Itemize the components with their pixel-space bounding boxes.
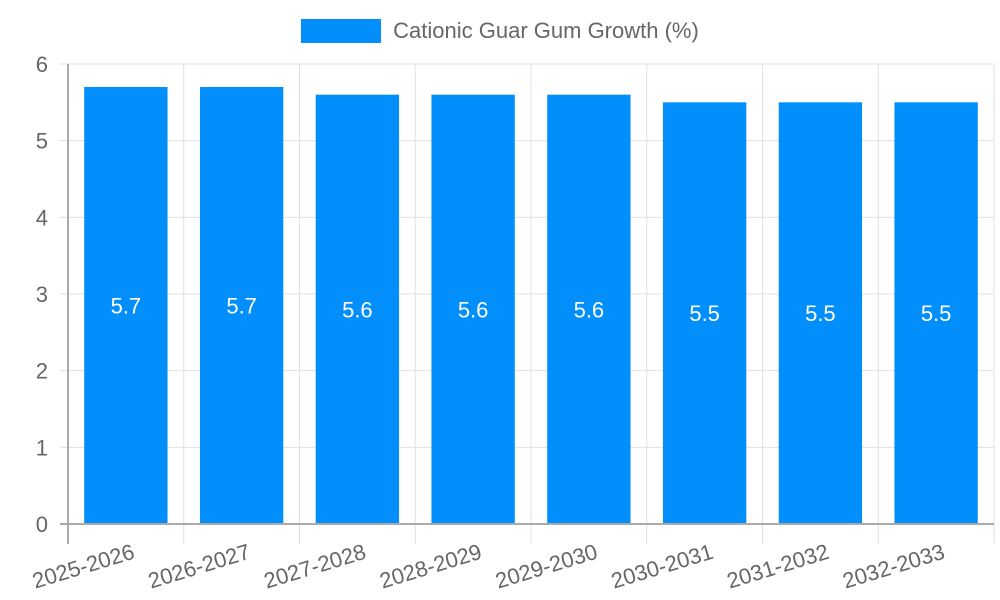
bar-value-label: 5.5 bbox=[805, 301, 836, 326]
x-tick-label: 2031-2032 bbox=[724, 539, 832, 594]
bar[interactable] bbox=[315, 94, 400, 525]
bar-value-label: 5.6 bbox=[342, 297, 373, 322]
bar-value-label: 5.6 bbox=[458, 297, 489, 322]
x-tick-label: 2029-2030 bbox=[492, 539, 600, 594]
bar-value-label: 5.7 bbox=[226, 294, 257, 319]
x-tick-label: 2026-2027 bbox=[145, 539, 253, 594]
x-tick-label: 2032-2033 bbox=[840, 539, 948, 594]
bar[interactable] bbox=[199, 87, 284, 524]
bars bbox=[84, 87, 978, 525]
bar-value-label: 5.5 bbox=[921, 301, 952, 326]
data-labels: 5.7 5.7 5.6 5.6 5.6 5.5 5.5 5.5 bbox=[111, 294, 952, 327]
x-tick-label: 2030-2031 bbox=[608, 539, 716, 594]
x-tick-label: 2027-2028 bbox=[261, 539, 369, 594]
y-tick-label: 3 bbox=[36, 282, 48, 307]
y-tick-label: 2 bbox=[36, 359, 48, 384]
y-tick-label: 0 bbox=[36, 512, 48, 537]
bar[interactable] bbox=[662, 102, 747, 524]
legend-swatch[interactable] bbox=[301, 19, 382, 43]
bar-value-label: 5.7 bbox=[111, 294, 142, 319]
bar[interactable] bbox=[431, 94, 515, 525]
bar[interactable] bbox=[547, 94, 631, 525]
bar-value-label: 5.5 bbox=[689, 301, 720, 326]
y-tick-label: 6 bbox=[36, 52, 48, 77]
bar[interactable] bbox=[778, 102, 863, 524]
bar[interactable] bbox=[894, 102, 978, 524]
axes bbox=[60, 64, 994, 544]
y-tick-label: 4 bbox=[36, 205, 48, 230]
bar[interactable] bbox=[84, 87, 168, 524]
chart-legend: Cationic Guar Gum Growth (%) bbox=[0, 18, 1000, 44]
x-tick-label: 2025-2026 bbox=[29, 539, 137, 594]
legend-label: Cationic Guar Gum Growth (%) bbox=[393, 18, 699, 43]
x-tick-label: 2028-2029 bbox=[377, 539, 485, 594]
bar-value-label: 5.6 bbox=[574, 297, 605, 322]
y-tick-label: 1 bbox=[36, 435, 48, 460]
y-tick-label: 5 bbox=[36, 129, 48, 154]
